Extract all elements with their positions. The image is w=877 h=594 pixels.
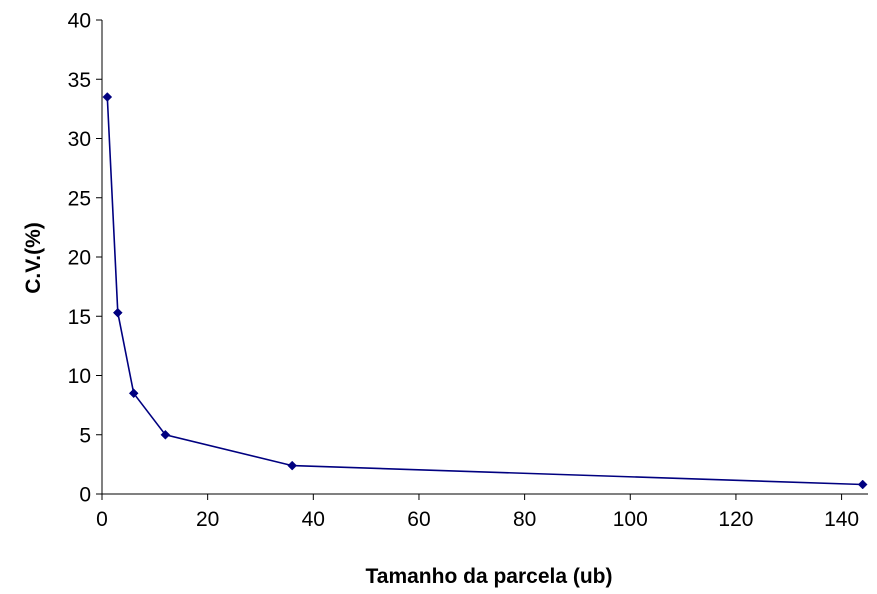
- x-tick-label: 80: [513, 508, 536, 531]
- series-line: [106, 96, 863, 486]
- data-point: [160, 429, 171, 440]
- y-tick-label: 20: [68, 247, 91, 270]
- x-tick-label: 120: [718, 508, 753, 531]
- x-axis-title: Tamanho da parcela (ub): [366, 565, 613, 588]
- y-tick-label: 40: [68, 10, 91, 33]
- y-tick-label: 25: [68, 187, 91, 210]
- x-tick-label: 40: [302, 508, 325, 531]
- data-point: [102, 92, 113, 102]
- series-layer: [102, 92, 868, 490]
- y-tick-label: 10: [68, 365, 91, 388]
- x-axis: 0 20 40 60 80 100 120 140: [96, 493, 868, 531]
- x-tick-label: 60: [407, 508, 430, 531]
- y-tick-label: 5: [79, 424, 91, 447]
- y-tick-label: 30: [68, 128, 91, 151]
- x-tick-label: 100: [613, 508, 648, 531]
- x-tick-label: 140: [824, 508, 859, 531]
- data-point: [287, 460, 298, 471]
- x-tick-label: 20: [196, 508, 219, 531]
- y-axis-title: C.V.(%): [22, 222, 45, 294]
- y-tick-label: 35: [68, 69, 91, 92]
- y-tick-label: 0: [79, 484, 91, 507]
- y-axis: 0 5 10 15 20 25 30 35 40: [68, 10, 103, 507]
- y-tick-label: 15: [68, 306, 91, 329]
- data-point: [857, 479, 868, 490]
- data-point: [112, 307, 123, 318]
- data-point: [128, 388, 139, 399]
- x-tick-label: 0: [96, 508, 108, 531]
